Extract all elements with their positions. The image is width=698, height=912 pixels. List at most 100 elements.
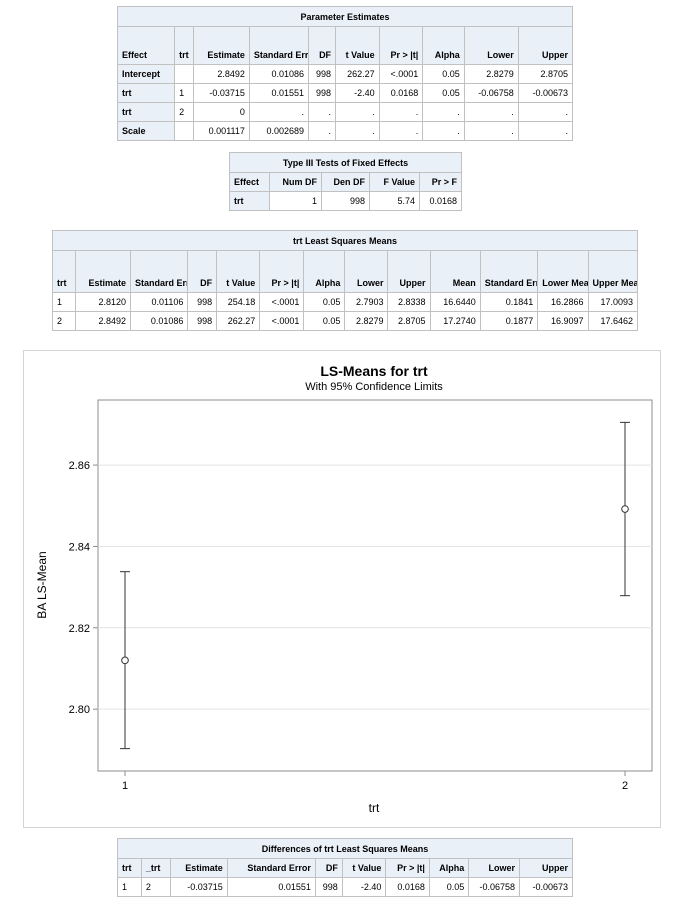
column-header: Upper Mean <box>587 250 639 293</box>
column-header: Lower Mean <box>537 250 589 293</box>
table-cell: 0.01086 <box>248 64 310 84</box>
type3-tests-table: Type III Tests of Fixed Effects Effect Nu… <box>228 152 463 211</box>
table-cell: -0.03715 <box>169 877 228 897</box>
table-row: trt 1 998 5.74 0.0168 <box>229 191 463 211</box>
column-header: Alpha <box>303 250 346 293</box>
table-cell: 2.8492 <box>192 64 250 84</box>
y-tick-label: 2.80 <box>69 704 90 716</box>
table-cell: 998 <box>308 83 337 103</box>
x-axis-label: trt <box>369 801 380 815</box>
table-cell: 0.05 <box>428 877 470 897</box>
table-cell: 2.8120 <box>74 292 131 312</box>
table-cell: 262.27 <box>216 311 261 331</box>
column-header: Pr > F <box>418 172 463 192</box>
table-row: trt 1 -0.03715 0.01551 998 -2.40 0.0168 0.05 -0.… <box>116 83 574 103</box>
column-header: Standard Error Mean <box>479 250 539 293</box>
column-header: DF <box>308 26 337 65</box>
table-cell: 0.05 <box>422 83 465 103</box>
table-cell: 17.2740 <box>429 311 481 331</box>
table-cell: <.0001 <box>259 292 305 312</box>
column-header: t Value <box>335 26 380 65</box>
table-cell: 2.8338 <box>387 292 431 312</box>
lsmeans-chart: LS-Means for trt With 95% Confidence Lim… <box>35 363 653 815</box>
column-header: Standard Error <box>226 858 316 878</box>
table-cell: 2.7903 <box>344 292 389 312</box>
table-row: 2 2.8492 0.01086 998 262.27 <.0001 0.05 2.8279 2… <box>52 311 639 331</box>
table-cell: 17.0093 <box>587 292 639 312</box>
column-header: Estimate <box>169 858 228 878</box>
table-cell: 17.6462 <box>587 311 639 331</box>
table-cell: 0.01551 <box>248 83 310 103</box>
table-cell: 0.1841 <box>479 292 539 312</box>
table-cell: . <box>517 121 574 141</box>
table-cell: 1 <box>269 191 322 211</box>
table-cell: -2.40 <box>341 877 387 897</box>
table-title: Type III Tests of Fixed Effects <box>228 152 463 173</box>
table-cell <box>174 64 194 84</box>
table-cell: 0.001117 <box>192 121 250 141</box>
table-cell: 1 <box>174 83 194 103</box>
table-cell: 0.0168 <box>378 83 424 103</box>
table-cell: 0.1877 <box>479 311 539 331</box>
table-cell: 1 <box>117 877 142 897</box>
table-cell: 998 <box>308 64 337 84</box>
table-cell: 0.01551 <box>226 877 316 897</box>
table-cell: 0.01086 <box>129 311 189 331</box>
chart-subtitle: With 95% Confidence Limits <box>305 381 443 393</box>
lsmeans-plot: LS-Means for trt With 95% Confidence Lim… <box>23 350 661 828</box>
column-header: Upper <box>519 858 573 878</box>
table-cell: 0.01106 <box>129 292 189 312</box>
column-header: Pr > |t| <box>259 250 305 293</box>
table-title: trt Least Squares Means <box>52 230 638 251</box>
table-cell: -0.00673 <box>519 877 573 897</box>
column-header: Standard Error <box>248 26 310 65</box>
table-cell: 2.8279 <box>463 64 519 84</box>
column-header: Effect <box>229 172 270 192</box>
column-header: trt <box>52 250 76 293</box>
table-cell: 2 <box>140 877 171 897</box>
table-cell: 2.8279 <box>344 311 389 331</box>
column-header: Den DF <box>321 172 370 192</box>
column-header: _trt <box>140 858 171 878</box>
column-header: Upper <box>387 250 431 293</box>
column-header: Alpha <box>422 26 465 65</box>
lsmean-point <box>121 656 129 665</box>
table-row: 1 2 -0.03715 0.01551 998 -2.40 0.0168 0.05 -0.06… <box>117 877 573 897</box>
table-cell: 0.0168 <box>385 877 430 897</box>
table-cell: 2.8492 <box>74 311 131 331</box>
column-header: trt <box>117 858 142 878</box>
table-row: Intercept 2.8492 0.01086 998 262.27 <.0001 0.0… <box>116 64 574 84</box>
table-cell: 998 <box>187 311 218 331</box>
column-header: Standard Error <box>129 250 189 293</box>
table-row: Scale 0.001117 0.002689...... <box>116 121 574 141</box>
table-cell: . <box>335 121 380 141</box>
table-title: Differences of trt Least Squares Means <box>117 838 573 859</box>
column-header: t Value <box>341 858 387 878</box>
table-cell: 254.18 <box>216 292 261 312</box>
table-cell: . <box>378 102 424 122</box>
column-header: t Value <box>216 250 261 293</box>
table-cell: trt <box>229 191 270 211</box>
table-cell: . <box>308 102 337 122</box>
table-cell: <.0001 <box>378 64 424 84</box>
table-cell: 0 <box>192 102 250 122</box>
column-header: Alpha <box>428 858 470 878</box>
y-axis-label: BA LS-Mean <box>35 551 49 618</box>
table-cell: 0.0168 <box>418 191 463 211</box>
table-cell: -0.06758 <box>468 877 520 897</box>
table-cell: trt <box>116 102 176 122</box>
table-cell: trt <box>116 83 176 103</box>
table-cell: 2.8705 <box>387 311 431 331</box>
table-cell: 5.74 <box>369 191 420 211</box>
column-header: Estimate <box>74 250 131 293</box>
chart-title: LS-Means for trt <box>320 363 428 379</box>
column-header: Effect <box>116 26 176 65</box>
table-cell: . <box>422 102 465 122</box>
table-cell: 16.6440 <box>429 292 481 312</box>
column-header: Lower <box>463 26 519 65</box>
column-header: Lower <box>468 858 520 878</box>
table-cell: . <box>378 121 424 141</box>
lsmeans-table: trt Least Squares Means trt Estimate Stand… <box>52 230 639 331</box>
table-cell: 1 <box>52 292 76 312</box>
table-cell: 0.05 <box>303 311 346 331</box>
